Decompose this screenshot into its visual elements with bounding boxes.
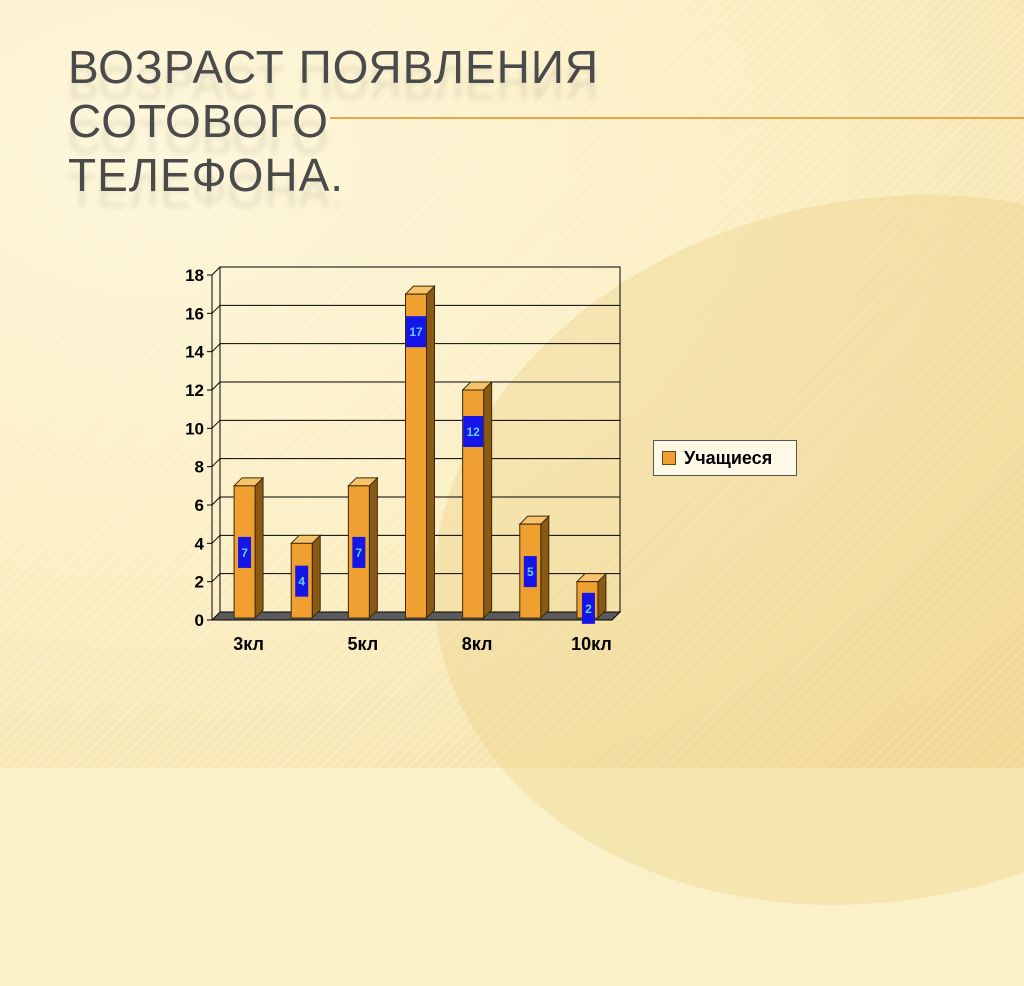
data-label-box — [523, 556, 537, 588]
data-label-box — [463, 416, 484, 447]
title-line-2: телефона. — [68, 149, 345, 201]
x-tick-label: 8кл — [462, 634, 493, 654]
y-tick-label: 10 — [185, 419, 204, 438]
chart-legend: Учащиеся — [653, 440, 797, 476]
data-label-box — [238, 536, 252, 568]
bar-side — [254, 476, 264, 620]
gridline-depth — [211, 304, 221, 314]
gridline-depth — [211, 458, 221, 468]
bar: 17 — [404, 284, 436, 620]
y-tick-label: 14 — [185, 343, 204, 362]
gridline-depth — [211, 419, 221, 429]
gridline-depth — [211, 266, 221, 276]
data-label: 12 — [466, 425, 480, 439]
slide-background — [0, 0, 1024, 768]
data-label-box — [295, 565, 309, 597]
gridline-depth — [211, 381, 221, 391]
x-axis: 3кл 5кл 8кл 10кл — [233, 634, 612, 654]
slide-title: Возраст появления сотового телефона. — [68, 40, 868, 202]
legend-swatch — [662, 451, 676, 465]
data-label: 2 — [585, 602, 592, 616]
y-axis: 0 2 4 6 8 10 12 14 16 18 — [185, 266, 213, 630]
bar-side — [426, 284, 435, 620]
title-rule — [330, 117, 1024, 119]
y-tick-label: 2 — [195, 573, 204, 592]
x-tick-label: 3кл — [233, 634, 264, 654]
gridline-depth — [211, 573, 221, 583]
y-tick-label: 8 — [195, 458, 204, 477]
y-tick-label: 0 — [195, 611, 204, 630]
bar: 2 — [575, 572, 608, 624]
bar: 7 — [347, 476, 379, 620]
bar-chart: 0 2 4 6 8 10 12 14 16 18 7 4 7 17 12 5 2 3кл 5кл 8кл 10кл — [185, 266, 622, 654]
y-tick-label: 16 — [185, 304, 204, 323]
chart-bars: 7 4 7 17 12 5 2 — [232, 284, 608, 624]
data-label: 17 — [409, 325, 423, 339]
data-label-box — [406, 316, 426, 348]
bar-side — [483, 380, 493, 620]
y-tick-label: 6 — [195, 496, 204, 515]
data-label: 7 — [356, 546, 363, 560]
bar: 7 — [232, 476, 265, 620]
gridline-depth — [211, 343, 221, 353]
bar-side — [368, 476, 378, 620]
bar-front — [405, 293, 427, 619]
data-label: 7 — [241, 546, 248, 560]
title-line-1: Возраст появления сотового — [68, 41, 600, 147]
bar: 5 — [518, 514, 550, 620]
bar-side — [540, 514, 550, 620]
y-tick-label: 18 — [185, 266, 204, 285]
bar-side — [311, 534, 321, 620]
bar: 4 — [290, 534, 322, 620]
gridline-depth — [211, 496, 221, 506]
y-tick-label: 12 — [185, 381, 204, 400]
bar: 12 — [461, 380, 493, 620]
gridline-depth — [211, 534, 221, 544]
data-label: 4 — [298, 575, 305, 589]
y-tick-label: 4 — [195, 534, 205, 553]
data-label-box — [352, 536, 366, 568]
data-label: 5 — [527, 565, 534, 579]
data-label-box — [581, 592, 595, 624]
x-tick-label: 10кл — [571, 634, 612, 654]
legend-label: Учащиеся — [684, 447, 773, 468]
x-tick-label: 5кл — [348, 634, 379, 654]
